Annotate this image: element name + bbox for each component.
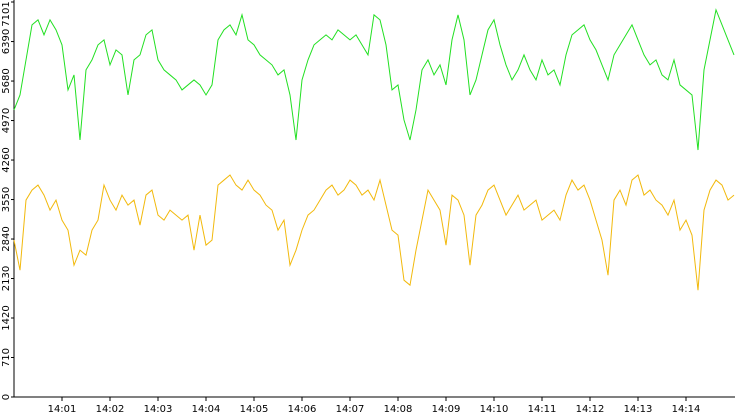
x-tick-label: 14:11: [528, 404, 557, 415]
x-tick-label: 14:12: [576, 404, 605, 415]
x-tick-label: 14:10: [480, 404, 509, 415]
x-tick-label: 14:04: [192, 404, 221, 415]
y-tick-label: 4260: [1, 147, 12, 172]
x-tick-label: 14:05: [240, 404, 269, 415]
x-tick-label: 14:01: [48, 404, 77, 415]
y-tick-label: 710: [1, 348, 12, 367]
x-tick-label: 14:07: [336, 404, 365, 415]
y-tick-label: 1420: [1, 305, 12, 330]
x-tick-label: 14:08: [384, 404, 413, 415]
series-line: [13, 174, 735, 291]
x-tick-label: 14:13: [624, 404, 653, 415]
series-line: [13, 8, 735, 151]
y-tick-label: 4970: [1, 108, 12, 133]
x-tick-label: 14:09: [432, 404, 461, 415]
y-tick-label: 0: [1, 394, 12, 400]
y-tick-label: 2130: [1, 266, 12, 291]
y-tick-label: 6390: [1, 29, 12, 54]
y-tick-label: 3550: [1, 187, 12, 212]
x-tick-label: 14:06: [288, 404, 317, 415]
y-tick-label: 2840: [1, 226, 12, 251]
x-tick-label: 14:03: [144, 404, 173, 415]
y-tick-label: 7101: [1, 1, 12, 26]
y-tick-label: 5680: [1, 68, 12, 93]
x-tick-label: 14:14: [672, 404, 701, 415]
x-tick-label: 14:02: [96, 404, 125, 415]
